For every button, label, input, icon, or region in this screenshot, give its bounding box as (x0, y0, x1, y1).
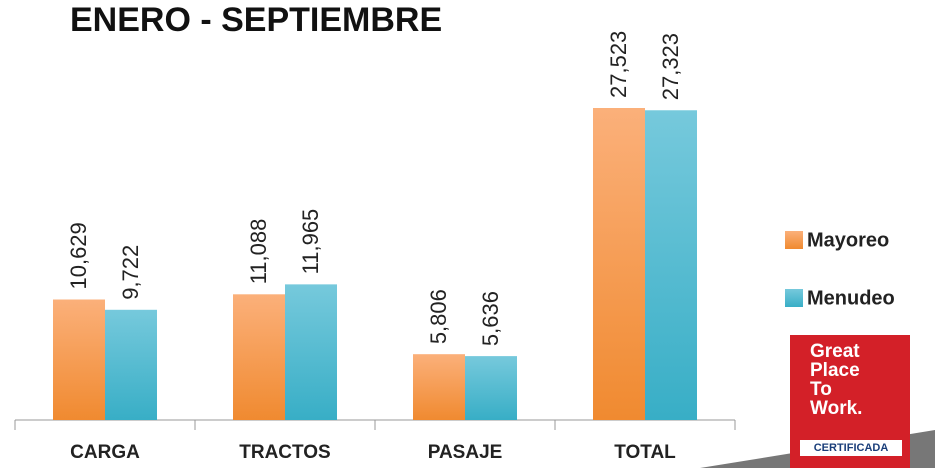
legend-label: Mayoreo (807, 229, 889, 251)
data-label: 11,965 (298, 209, 323, 275)
data-label: 10,629 (66, 222, 91, 289)
badge: Great Place To Work. CERTIFICADA (700, 335, 935, 468)
legend-label: Menudeo (807, 287, 895, 309)
badge-certified: CERTIFICADA (814, 442, 889, 454)
bar (105, 309, 157, 420)
badge-line: Great (810, 341, 860, 362)
bar (465, 356, 517, 420)
x-tick-label: TOTAL (614, 442, 676, 463)
badge-strip (800, 440, 902, 456)
bar (413, 354, 465, 420)
x-tick-label: CARGA (70, 442, 140, 463)
bar (593, 108, 645, 420)
badge-line: To (810, 379, 832, 400)
legend-swatch (785, 231, 803, 249)
badge-line: Work. (810, 398, 862, 419)
data-label: 5,806 (426, 289, 451, 344)
badge-line: Place (810, 360, 860, 381)
bar (233, 294, 285, 420)
x-tick-label: TRACTOS (239, 442, 330, 463)
x-tick-label: PASAJE (428, 442, 503, 463)
data-label: 11,088 (246, 219, 271, 285)
data-label: 5,636 (478, 291, 503, 346)
bar (53, 299, 105, 420)
bar (285, 284, 337, 420)
bar (645, 110, 697, 420)
chart-title: ENERO - SEPTIEMBRE (70, 1, 442, 39)
legend-swatch (785, 289, 803, 307)
data-label: 27,523 (606, 31, 631, 98)
data-label: 9,722 (118, 245, 143, 300)
data-label: 27,323 (658, 33, 683, 100)
